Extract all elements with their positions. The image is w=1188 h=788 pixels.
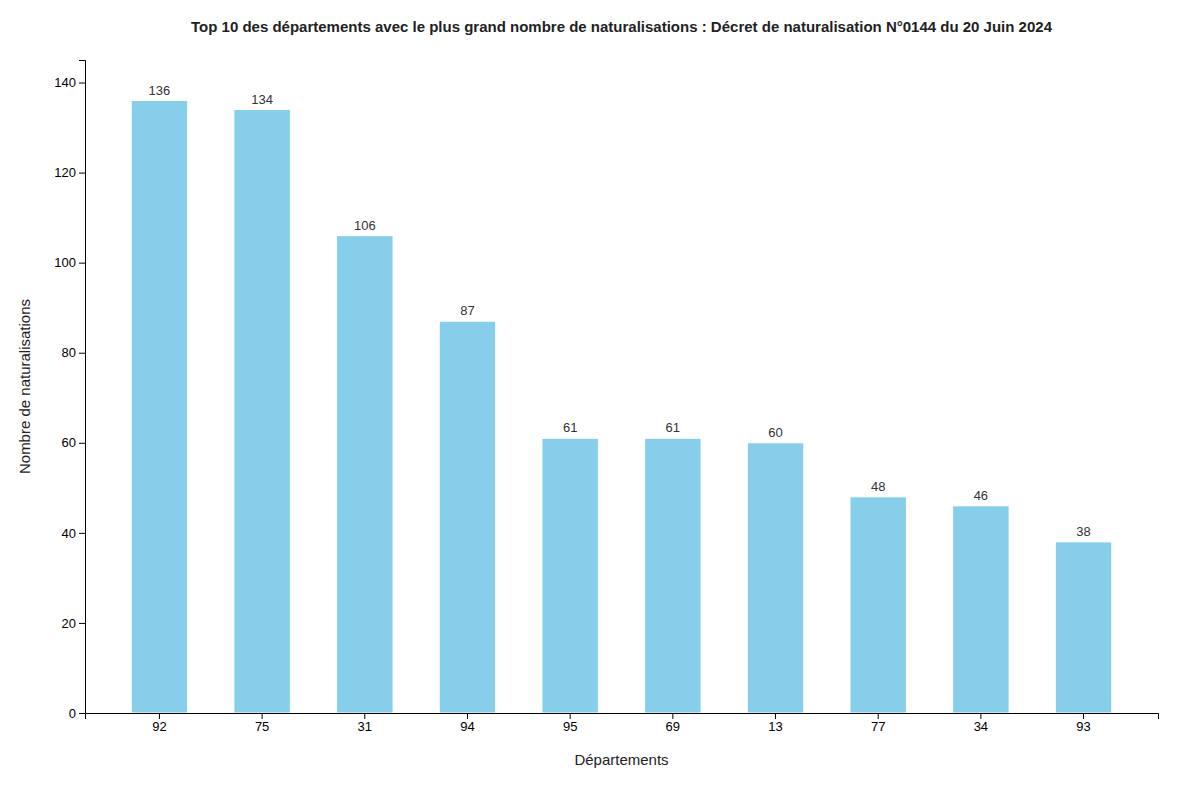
y-axis: 0 20 40 60 80 100 120 140 (54, 61, 85, 721)
x-tick-mark (672, 713, 673, 719)
x-tick-mark (878, 713, 879, 719)
y-tick-mark (79, 713, 85, 714)
x-tick-label: 92 (152, 719, 166, 734)
x-tick: 93 (1076, 713, 1090, 734)
x-tick: 92 (152, 713, 166, 734)
y-tick-mark (79, 533, 85, 534)
x-tick-label: 95 (563, 719, 577, 734)
data-label: 46 (974, 488, 988, 503)
x-tick-mark (1083, 713, 1084, 719)
bar (645, 438, 701, 713)
y-tick: 0 (69, 706, 85, 721)
x-tick-label: 31 (358, 719, 372, 734)
x-tick: 77 (871, 713, 885, 734)
data-label: 60 (768, 425, 782, 440)
x-tick: 95 (563, 713, 577, 734)
bar (1055, 542, 1111, 713)
y-tick-label: 40 (62, 526, 76, 541)
x-tick-label: 34 (974, 719, 988, 734)
bar (234, 110, 290, 713)
y-tick-mark (79, 173, 85, 174)
y-tick-label: 0 (69, 706, 76, 721)
y-tick-label: 20 (62, 616, 76, 631)
data-labels: 136 134 106 87 61 61 60 48 46 38 (149, 83, 1091, 539)
x-tick-mark (159, 713, 160, 719)
x-tick-label: 69 (666, 719, 680, 734)
x-tick-mark (262, 713, 263, 719)
x-tick: 13 (768, 713, 782, 734)
data-label: 61 (666, 420, 680, 435)
x-tick-mark (364, 713, 365, 719)
y-tick-label: 80 (62, 345, 76, 360)
data-label: 106 (354, 218, 376, 233)
y-tick-label: 140 (54, 75, 76, 90)
x-axis-title: Départements (574, 751, 668, 768)
y-tick: 120 (54, 165, 85, 180)
bars (131, 101, 1112, 713)
data-label: 61 (563, 420, 577, 435)
x-tick: 94 (460, 713, 474, 734)
y-tick-label: 120 (54, 165, 76, 180)
y-tick-mark (79, 443, 85, 444)
y-axis-line (79, 61, 86, 714)
x-tick-label: 13 (768, 719, 782, 734)
y-tick: 140 (54, 75, 85, 90)
y-tick-label: 100 (54, 255, 76, 270)
data-label: 38 (1076, 524, 1090, 539)
y-axis-title: Nombre de naturalisations (16, 299, 33, 474)
bar (131, 101, 187, 713)
bar (953, 506, 1009, 713)
y-tick-mark (79, 263, 85, 264)
y-tick: 100 (54, 255, 85, 270)
bar (337, 236, 393, 713)
x-tick-label: 94 (460, 719, 474, 734)
data-label: 134 (251, 92, 273, 107)
x-tick: 75 (255, 713, 269, 734)
plot-area: 136 134 106 87 61 61 60 48 46 38 0 20 40 60 80 100 120 14… (54, 61, 1158, 735)
x-tick-label: 93 (1076, 719, 1090, 734)
x-tick-mark (775, 713, 776, 719)
chart: 136 134 106 87 61 61 60 48 46 38 0 20 40 60 80 100 120 14… (0, 0, 1188, 788)
y-tick-mark (79, 353, 85, 354)
bar (439, 321, 495, 713)
bar (542, 438, 598, 713)
y-tick-mark (79, 623, 85, 624)
x-tick-label: 75 (255, 719, 269, 734)
x-tick-mark (467, 713, 468, 719)
bar (747, 443, 803, 713)
data-label: 87 (460, 303, 474, 318)
y-tick-label: 60 (62, 435, 76, 450)
x-tick-mark (980, 713, 981, 719)
x-tick: 31 (358, 713, 372, 734)
x-axis-line (86, 714, 1159, 720)
bar (850, 497, 906, 713)
y-tick: 60 (62, 435, 85, 450)
x-tick-label: 77 (871, 719, 885, 734)
y-tick: 80 (62, 345, 85, 360)
y-tick: 40 (62, 526, 85, 541)
x-tick-mark (570, 713, 571, 719)
y-tick: 20 (62, 616, 85, 631)
x-axis: 92 75 31 94 95 69 13 77 34 93 (86, 713, 1159, 734)
x-tick: 69 (666, 713, 680, 734)
data-label: 48 (871, 479, 885, 494)
y-tick-mark (79, 83, 85, 84)
data-label: 136 (149, 83, 171, 98)
title: Top 10 des départements avec le plus gra… (191, 18, 1053, 35)
x-tick: 34 (974, 713, 988, 734)
